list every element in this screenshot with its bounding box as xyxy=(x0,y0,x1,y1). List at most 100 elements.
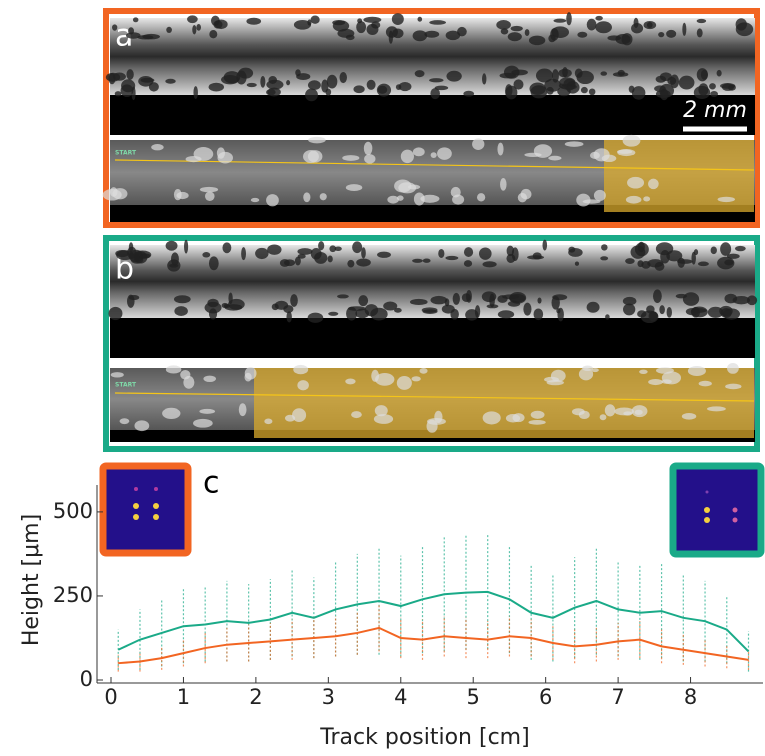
texture xyxy=(482,411,501,425)
texture xyxy=(566,12,572,26)
panel-a-black-strip xyxy=(110,205,755,222)
texture xyxy=(310,15,320,24)
texture xyxy=(356,258,371,267)
texture xyxy=(352,241,363,254)
texture xyxy=(283,259,296,267)
texture xyxy=(135,253,140,262)
texture xyxy=(472,138,485,151)
texture xyxy=(294,256,301,266)
texture xyxy=(693,249,699,256)
panel-b-border xyxy=(103,235,760,452)
texture xyxy=(510,25,523,32)
texture xyxy=(329,245,337,253)
image-panels: 2 mm START a START b xyxy=(103,8,760,452)
texture xyxy=(600,256,609,261)
texture xyxy=(482,73,487,85)
texture xyxy=(244,372,252,382)
texture xyxy=(634,242,649,257)
texture xyxy=(112,188,128,200)
texture xyxy=(677,257,685,268)
texture xyxy=(165,78,176,84)
texture xyxy=(666,306,672,318)
texture xyxy=(505,85,518,100)
texture xyxy=(717,196,736,203)
texture xyxy=(666,29,677,38)
texture xyxy=(700,69,708,80)
texture xyxy=(132,17,139,23)
texture xyxy=(463,90,475,97)
texture xyxy=(120,84,134,97)
texture xyxy=(710,246,717,255)
texture xyxy=(345,184,363,192)
texture xyxy=(221,302,229,309)
texture xyxy=(660,88,669,101)
texture xyxy=(376,83,392,97)
inset-dot xyxy=(732,507,738,513)
texture xyxy=(591,368,599,373)
texture xyxy=(371,369,380,382)
y-tick-label: 500 xyxy=(53,499,93,523)
texture xyxy=(658,31,665,38)
texture xyxy=(387,195,399,204)
texture xyxy=(305,88,318,102)
texture xyxy=(351,411,362,419)
inset-dot xyxy=(705,490,709,494)
texture xyxy=(424,30,440,38)
texture xyxy=(114,91,122,97)
texture xyxy=(217,151,233,164)
texture xyxy=(165,365,182,374)
texture xyxy=(173,295,191,304)
texture xyxy=(208,308,218,320)
y-tick-label: 0 xyxy=(80,667,93,691)
texture xyxy=(434,85,449,91)
x-tick-label: 8 xyxy=(684,685,697,709)
texture xyxy=(284,414,296,422)
texture xyxy=(727,362,739,374)
texture xyxy=(446,70,462,82)
inset-dot xyxy=(154,487,158,491)
texture xyxy=(528,35,546,46)
texture xyxy=(553,18,567,23)
texture xyxy=(631,405,648,418)
texture xyxy=(297,248,313,255)
texture xyxy=(654,261,665,271)
texture xyxy=(507,32,522,42)
texture xyxy=(593,148,610,162)
texture xyxy=(625,258,635,264)
texture xyxy=(616,149,633,154)
texture xyxy=(363,16,382,23)
texture xyxy=(422,258,431,263)
texture xyxy=(463,247,474,257)
texture xyxy=(325,88,332,96)
texture xyxy=(622,296,637,306)
texture xyxy=(293,364,309,375)
texture xyxy=(193,147,214,161)
texture xyxy=(604,404,616,417)
texture xyxy=(457,26,467,37)
y-tick-label: 250 xyxy=(53,583,93,607)
texture xyxy=(134,420,150,432)
texture xyxy=(347,259,355,268)
texture xyxy=(391,13,404,25)
texture xyxy=(637,310,647,318)
texture xyxy=(426,419,438,433)
texture xyxy=(588,88,596,96)
texture xyxy=(208,82,225,92)
texture xyxy=(204,301,222,314)
texture xyxy=(203,375,217,383)
texture xyxy=(643,20,657,30)
inset-dot xyxy=(704,507,710,513)
texture xyxy=(463,260,473,267)
texture xyxy=(577,31,588,38)
texture xyxy=(746,295,758,306)
x-tick-label: 5 xyxy=(467,685,480,709)
panel-b-path xyxy=(114,392,755,402)
texture xyxy=(267,87,281,97)
texture xyxy=(396,376,412,390)
texture xyxy=(725,383,742,390)
texture xyxy=(260,75,266,88)
texture xyxy=(716,69,722,77)
texture xyxy=(445,30,461,41)
texture xyxy=(286,80,291,86)
start-label: START xyxy=(115,382,137,389)
